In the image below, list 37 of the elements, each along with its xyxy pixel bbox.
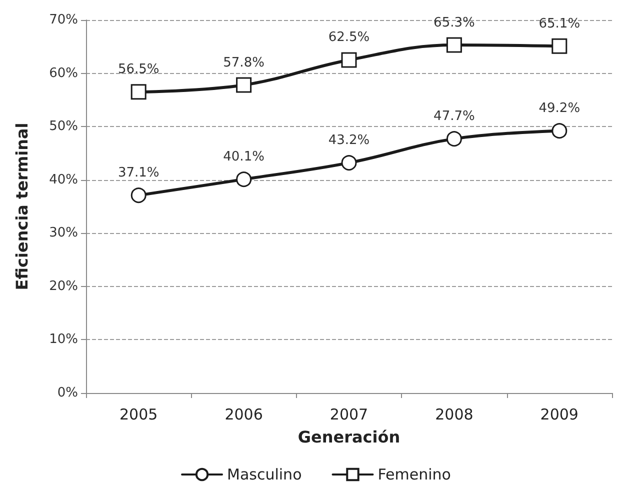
data-label: 62.5%: [328, 30, 370, 46]
point: [341, 155, 357, 171]
x-tick-label: 2008: [435, 406, 474, 424]
legend-label: Masculino: [227, 466, 302, 484]
y-tick-label: 0%: [57, 386, 78, 400]
point: [446, 131, 462, 147]
x-tick-label: 2009: [540, 406, 578, 424]
y-tick-label: 60%: [49, 66, 78, 81]
data-label: 37.1%: [118, 166, 160, 181]
x-tick-label: 2007: [330, 406, 368, 424]
point: [552, 123, 568, 139]
y-tick-label: 50%: [49, 119, 78, 134]
y-tick-label: 30%: [49, 226, 78, 241]
x-axis-title: Generación: [298, 428, 400, 446]
data-label: 57.8%: [223, 55, 264, 70]
x-tick-label: 2006: [224, 406, 263, 424]
y-tick-label: 10%: [49, 332, 78, 348]
data-label: 65.1%: [538, 16, 580, 32]
y-tick-label: 20%: [49, 278, 78, 294]
point: [552, 38, 568, 54]
data-label: 65.3%: [434, 15, 475, 30]
legend-label: Femenino: [378, 466, 451, 484]
point: [446, 37, 462, 53]
y-tick-label: 70%: [49, 12, 78, 28]
point: [236, 172, 252, 188]
y-tick-label: 40%: [49, 172, 78, 188]
data-label: 56.5%: [118, 62, 160, 78]
data-label: 49.2%: [538, 101, 580, 116]
data-label: 40.1%: [223, 150, 264, 165]
data-label: 47.7%: [434, 109, 475, 124]
y-axis-title: Eficiencia terminal: [12, 122, 32, 290]
data-label: 43.2%: [328, 133, 370, 148]
point: [341, 52, 357, 68]
point: [130, 84, 146, 100]
point: [130, 188, 146, 204]
point: [236, 77, 252, 93]
x-tick-label: 2005: [120, 406, 158, 424]
